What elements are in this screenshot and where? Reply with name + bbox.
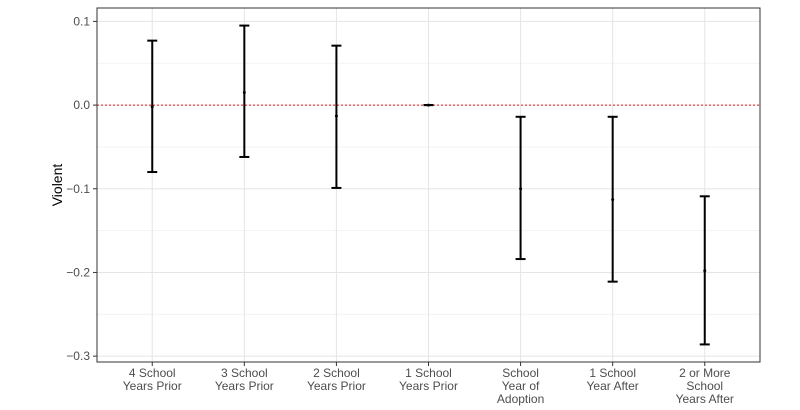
- x-tick-label: 3 School Years Prior: [215, 366, 274, 393]
- point-estimate: [611, 198, 615, 202]
- x-tick-label: 2 School Years Prior: [307, 366, 366, 393]
- point-estimate: [150, 105, 154, 109]
- x-tick-label: 1 School Year After: [587, 366, 639, 393]
- point-estimate: [519, 187, 523, 191]
- panel-border: [96, 7, 761, 363]
- y-tick-label: 0.0: [73, 98, 90, 112]
- point-estimate: [242, 91, 246, 95]
- y-tick-label: 0.1: [73, 14, 90, 28]
- y-tick-label: −0.2: [66, 265, 90, 279]
- y-tick-label: −0.3: [66, 349, 90, 363]
- point-estimate: [427, 103, 430, 107]
- y-tick-label: −0.1: [66, 182, 90, 196]
- x-tick-label: School Year of Adoption: [497, 366, 544, 406]
- y-axis-title: Violent: [49, 164, 65, 207]
- x-tick-label: 2 or More School Years After: [676, 366, 734, 406]
- x-tick-label: 4 School Years Prior: [123, 366, 182, 393]
- point-estimate: [334, 114, 338, 118]
- point-estimate: [703, 269, 707, 273]
- x-tick-label: 1 School Years Prior: [399, 366, 458, 393]
